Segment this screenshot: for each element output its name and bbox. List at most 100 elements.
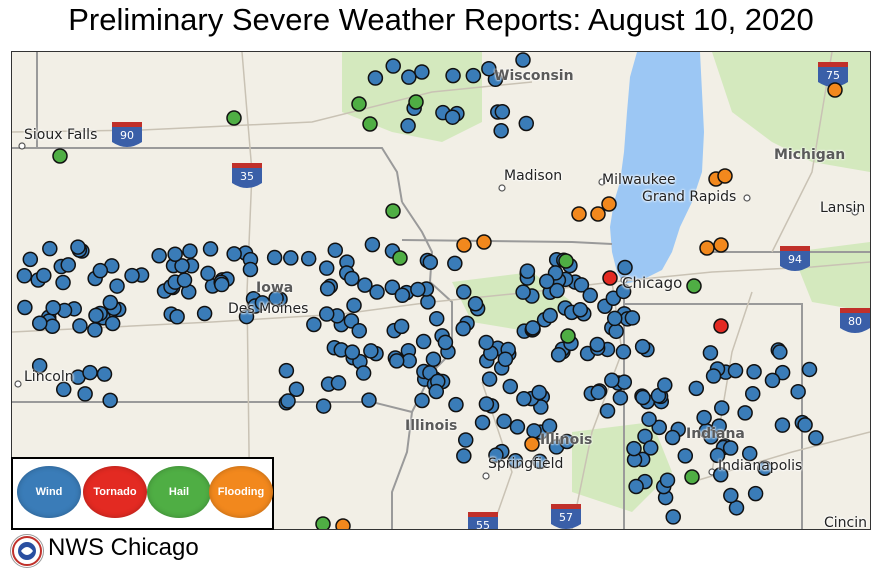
wind-report-marker[interactable] <box>542 307 558 324</box>
wind-report-marker[interactable] <box>104 315 121 332</box>
wind-report-marker[interactable] <box>226 246 242 262</box>
wind-report-marker[interactable] <box>747 485 764 502</box>
wind-report-marker[interactable] <box>31 315 48 331</box>
wind-report-marker[interactable] <box>549 282 565 299</box>
wind-report-marker[interactable] <box>541 418 558 434</box>
wind-report-marker[interactable] <box>572 301 589 318</box>
wind-report-marker[interactable] <box>604 372 620 389</box>
wind-report-marker[interactable] <box>200 265 216 282</box>
wind-report-marker[interactable] <box>634 338 651 355</box>
wind-report-marker[interactable] <box>415 333 432 350</box>
hail-report-marker[interactable] <box>558 253 574 269</box>
wind-report-marker[interactable] <box>357 277 373 293</box>
wind-report-marker[interactable] <box>36 267 52 284</box>
wind-report-marker[interactable] <box>727 362 744 379</box>
wind-report-marker[interactable] <box>445 67 461 84</box>
wind-report-marker[interactable] <box>797 417 813 433</box>
hail-report-marker[interactable] <box>408 94 424 110</box>
wind-report-marker[interactable] <box>714 400 730 416</box>
wind-report-marker[interactable] <box>351 323 368 339</box>
wind-report-marker[interactable] <box>447 255 463 272</box>
wind-report-marker[interactable] <box>45 300 61 316</box>
wind-report-marker[interactable] <box>344 344 361 360</box>
flooding-report-marker[interactable] <box>590 206 606 222</box>
wind-report-marker[interactable] <box>774 417 791 433</box>
wind-report-marker[interactable] <box>330 375 347 391</box>
wind-report-marker[interactable] <box>702 345 719 361</box>
hail-report-marker[interactable] <box>686 278 702 294</box>
wind-report-marker[interactable] <box>659 472 676 488</box>
wind-report-marker[interactable] <box>612 390 629 406</box>
wind-report-marker[interactable] <box>723 487 739 504</box>
wind-report-marker[interactable] <box>44 318 61 334</box>
wind-report-marker[interactable] <box>657 377 673 393</box>
wind-report-marker[interactable] <box>283 250 299 266</box>
wind-report-marker[interactable] <box>17 299 33 316</box>
wind-report-marker[interactable] <box>757 460 773 477</box>
wind-report-marker[interactable] <box>518 115 535 132</box>
wind-report-marker[interactable] <box>31 357 48 374</box>
wind-report-marker[interactable] <box>628 478 644 495</box>
hail-report-marker[interactable] <box>52 148 68 164</box>
wind-report-marker[interactable] <box>642 440 659 456</box>
hail-report-marker[interactable] <box>315 516 331 529</box>
wind-report-marker[interactable] <box>315 398 332 414</box>
flooding-report-marker[interactable] <box>827 82 843 98</box>
wind-report-marker[interactable] <box>635 389 651 406</box>
wind-report-marker[interactable] <box>688 380 705 397</box>
wind-report-marker[interactable] <box>22 251 39 268</box>
wind-report-marker[interactable] <box>515 52 531 68</box>
wind-report-marker[interactable] <box>488 447 504 463</box>
wind-report-marker[interactable] <box>266 249 283 266</box>
flooding-report-marker[interactable] <box>456 237 472 253</box>
wind-report-marker[interactable] <box>550 346 567 363</box>
wind-report-marker[interactable] <box>774 364 791 381</box>
wind-report-marker[interactable] <box>346 297 362 314</box>
flooding-report-marker[interactable] <box>713 237 729 253</box>
wind-report-marker[interactable] <box>790 383 806 400</box>
wind-report-marker[interactable] <box>525 320 541 336</box>
wind-report-marker[interactable] <box>344 270 360 287</box>
wind-report-marker[interactable] <box>213 276 230 293</box>
report-markers[interactable] <box>16 52 843 529</box>
wind-report-marker[interactable] <box>55 381 72 398</box>
wind-report-marker[interactable] <box>502 378 519 395</box>
wind-report-marker[interactable] <box>481 371 498 387</box>
wind-report-marker[interactable] <box>741 445 758 462</box>
wind-report-marker[interactable] <box>709 447 726 464</box>
wind-report-marker[interactable] <box>355 365 372 381</box>
wind-report-marker[interactable] <box>319 280 336 297</box>
wind-report-marker[interactable] <box>254 295 271 311</box>
wind-report-marker[interactable] <box>617 259 633 276</box>
wind-report-marker[interactable] <box>624 310 641 326</box>
wind-report-marker[interactable] <box>532 453 548 470</box>
wind-report-marker[interactable] <box>539 273 555 290</box>
wind-report-marker[interactable] <box>478 396 495 412</box>
wind-report-marker[interactable] <box>96 366 113 382</box>
hail-report-marker[interactable] <box>392 250 408 266</box>
wind-report-marker[interactable] <box>573 277 590 293</box>
wind-report-marker[interactable] <box>664 429 681 446</box>
flooding-report-marker[interactable] <box>571 206 587 222</box>
wind-report-marker[interactable] <box>703 429 719 445</box>
wind-report-marker[interactable] <box>615 344 632 360</box>
wind-report-marker[interactable] <box>465 67 482 84</box>
flooding-report-marker[interactable] <box>717 168 733 184</box>
wind-report-marker[interactable] <box>55 274 71 291</box>
wind-report-marker[interactable] <box>414 64 430 80</box>
wind-report-marker[interactable] <box>606 310 623 327</box>
wind-report-marker[interactable] <box>169 309 185 325</box>
wind-report-marker[interactable] <box>92 262 109 279</box>
wind-report-marker[interactable] <box>196 305 213 322</box>
flooding-report-marker[interactable] <box>524 436 540 452</box>
wind-report-marker[interactable] <box>509 419 526 435</box>
wind-report-marker[interactable] <box>318 306 335 322</box>
wind-report-marker[interactable] <box>87 322 103 338</box>
wind-report-marker[interactable] <box>388 353 405 369</box>
wind-report-marker[interactable] <box>77 386 93 402</box>
wind-report-marker[interactable] <box>444 109 461 125</box>
wind-report-marker[interactable] <box>182 243 198 259</box>
hail-report-marker[interactable] <box>226 110 242 126</box>
wind-report-marker[interactable] <box>268 290 284 306</box>
wind-report-marker[interactable] <box>437 334 454 351</box>
